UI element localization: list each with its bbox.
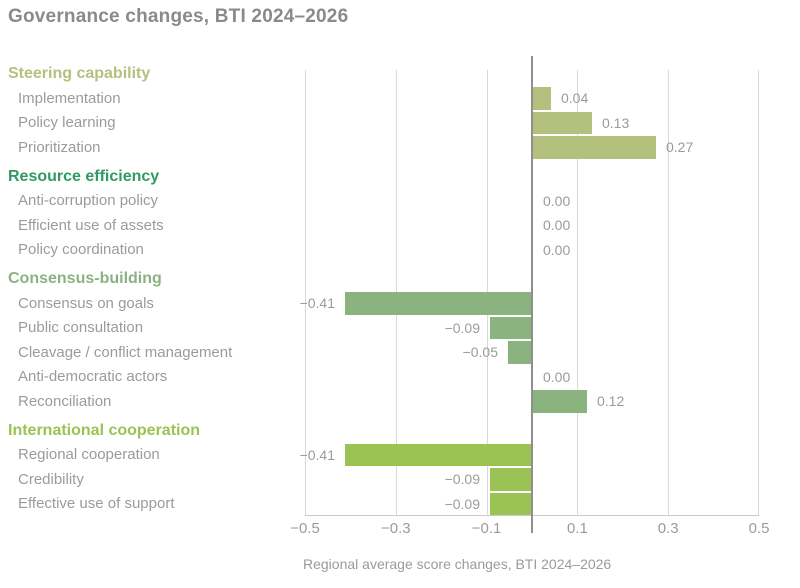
value-label: 0.00: [543, 241, 571, 258]
x-tick-label: −0.5: [290, 520, 320, 537]
chart-row-cleavage-conflict-management: Cleavage / conflict management −0.05: [0, 340, 800, 365]
bar: [345, 443, 531, 466]
row-plot-cell: −0.09: [305, 492, 759, 517]
value-label: −0.05: [462, 344, 498, 361]
value-label: 0.04: [561, 90, 589, 107]
row-plot-cell: 0.04: [305, 86, 759, 111]
group-header-label: Resource efficiency: [8, 167, 160, 185]
x-tick-label: 0.3: [657, 520, 679, 537]
row-plot-cell: −0.41: [300, 443, 759, 468]
value-label: 0.00: [543, 192, 571, 209]
value-label: −0.09: [444, 319, 480, 336]
row-label: Reconciliation: [18, 392, 112, 410]
row-label: Cleavage / conflict management: [18, 343, 233, 361]
chart-row-public-consultation: Public consultation −0.09: [0, 316, 800, 341]
row-plot-cell: 0.27: [305, 135, 759, 160]
value-label: 0.27: [666, 139, 694, 156]
x-tick-label: 0.1: [566, 520, 588, 537]
group-header-international-cooperation: International cooperation: [0, 419, 800, 443]
row-label: Efficient use of assets: [18, 216, 164, 234]
chart-row-policy-learning: Policy learning 0.13: [0, 111, 800, 136]
row-plot-cell: −0.09: [305, 467, 759, 492]
row-label: Policy coordination: [18, 241, 144, 259]
chart-row-policy-coordination: Policy coordination 0.00: [0, 238, 800, 263]
row-label: Public consultation: [18, 319, 144, 337]
value-label: −0.41: [299, 446, 335, 463]
row-plot-cell: 0.12: [305, 389, 759, 414]
x-tick-label: −0.1: [471, 520, 502, 537]
bar: [533, 111, 592, 134]
bar: [533, 390, 587, 413]
value-label: −0.41: [299, 295, 335, 312]
chart-row-consensus-on-goals: Consensus on goals −0.41: [0, 291, 800, 316]
row-plot-cell: −0.05: [305, 340, 759, 365]
row-plot-cell: 0.00: [305, 365, 759, 390]
value-label: −0.09: [444, 471, 480, 488]
group-header-resource-efficiency: Resource efficiency: [0, 165, 800, 189]
row-label: Credibility: [18, 470, 84, 488]
gridline: [668, 70, 670, 515]
row-plot-cell: 0.00: [305, 238, 759, 263]
row-plot-cell: −0.41: [300, 291, 759, 316]
gridline: [305, 70, 306, 515]
page-title: Governance changes, BTI 2024–2026: [8, 6, 349, 27]
chart-row-reconciliation: Reconciliation 0.12: [0, 389, 800, 414]
x-tick-label: 0.5: [748, 520, 770, 537]
chart-row-anti-corruption-policy: Anti-corruption policy 0.00: [0, 189, 800, 214]
group-header-label: Consensus-building: [8, 270, 162, 287]
row-plot-cell: 0.00: [305, 189, 759, 214]
value-label: 0.00: [543, 368, 571, 385]
row-label: Implementation: [18, 89, 121, 107]
zero-baseline: [531, 56, 533, 533]
chart-row-implementation: Implementation 0.04: [0, 86, 800, 111]
chart-row-efficient-use-of-assets: Efficient use of assets 0.00: [0, 213, 800, 238]
value-label: 0.13: [602, 114, 630, 131]
bar: [508, 341, 531, 364]
chart-rows: Steering capability Implementation 0.04 …: [0, 62, 800, 516]
row-plot-cell: 0.13: [305, 111, 759, 136]
chart-row-effective-use-of-support: Effective use of support −0.09: [0, 492, 800, 517]
bar: [490, 316, 531, 339]
row-label: Policy learning: [18, 114, 116, 132]
bar: [345, 292, 531, 315]
row-plot-cell: 0.00: [305, 213, 759, 238]
gridline: [758, 70, 759, 515]
row-label: Prioritization: [18, 138, 101, 156]
group-header-steering-capability: Steering capability: [0, 62, 800, 86]
bar: [533, 87, 551, 110]
bar: [533, 136, 656, 159]
group-header-consensus-building: Consensus-building: [0, 267, 800, 291]
chart-row-credibility: Credibility −0.09: [0, 467, 800, 492]
x-tick-label: −0.3: [380, 520, 411, 537]
chart-row-anti-democratic-actors: Anti-democratic actors 0.00: [0, 365, 800, 390]
value-label: −0.09: [444, 495, 480, 512]
value-label: 0.00: [543, 217, 571, 234]
gridline: [577, 70, 579, 515]
x-axis-ticks: −0.5 −0.3 −0.1 0.1 0.3 0.5: [290, 520, 769, 538]
row-label: Anti-corruption policy: [18, 192, 159, 210]
chart-row-regional-cooperation: Regional cooperation −0.41: [0, 443, 800, 468]
row-label: Regional cooperation: [18, 446, 160, 464]
x-axis-label: Regional average score changes, BTI 2024…: [303, 556, 612, 572]
row-plot-cell: −0.09: [305, 316, 759, 341]
row-label: Anti-democratic actors: [18, 368, 168, 386]
value-label: 0.12: [597, 393, 625, 410]
group-header-label: Steering capability: [8, 65, 151, 82]
bar: [490, 468, 531, 491]
group-header-label: International cooperation: [8, 421, 201, 439]
row-label: Effective use of support: [18, 495, 175, 513]
bar: [490, 492, 531, 515]
chart-row-prioritization: Prioritization 0.27: [0, 135, 800, 160]
row-label: Consensus on goals: [18, 294, 154, 312]
